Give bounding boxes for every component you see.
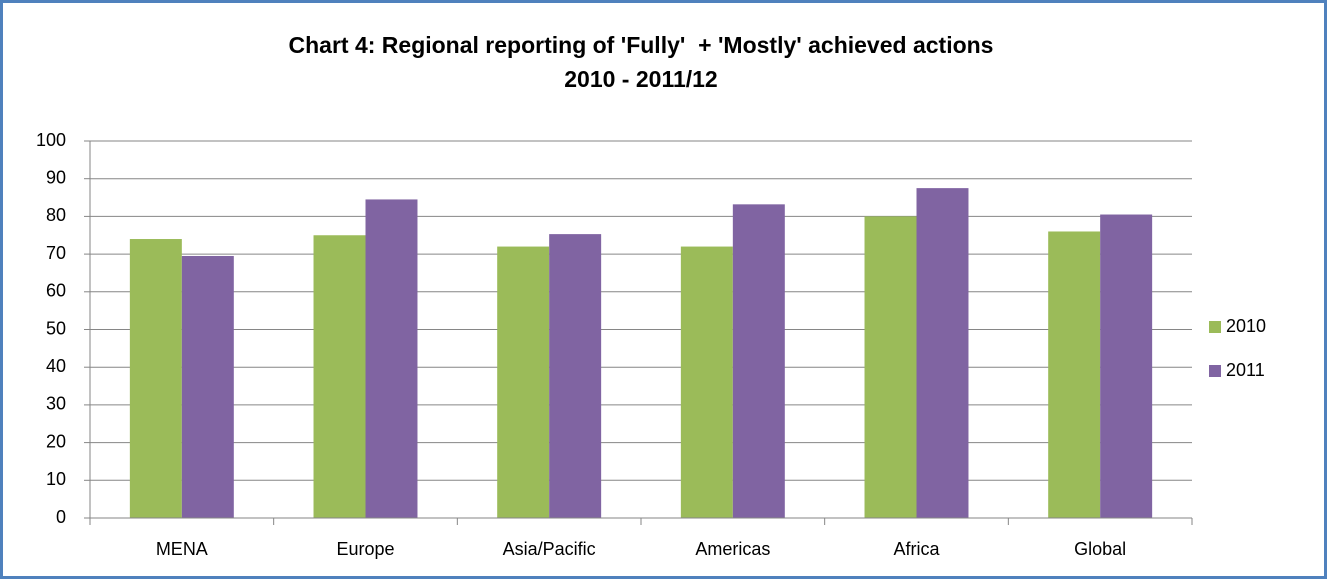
bar — [181, 255, 234, 519]
x-tick-label: Americas — [695, 539, 770, 559]
bar — [313, 235, 366, 518]
x-tick-label: Asia/Pacific — [503, 539, 596, 559]
legend-label: 2010 — [1226, 316, 1266, 336]
y-tick-label: 80 — [46, 205, 66, 225]
legend-swatch — [1209, 321, 1221, 333]
legend-swatch — [1209, 365, 1221, 377]
y-tick-label: 0 — [56, 507, 66, 527]
bar — [916, 188, 969, 518]
x-tick-label: Africa — [893, 539, 940, 559]
x-tick-label: Global — [1074, 539, 1126, 559]
y-tick-label: 50 — [46, 318, 66, 338]
bar — [680, 246, 733, 518]
y-tick-label: 70 — [46, 243, 66, 263]
legend-label: 2011 — [1226, 360, 1265, 380]
bar — [1048, 231, 1101, 519]
bar — [497, 246, 550, 518]
y-tick-label: 60 — [46, 281, 66, 301]
y-tick-label: 100 — [36, 130, 66, 150]
bar — [549, 234, 602, 518]
y-tick-label: 90 — [46, 167, 66, 187]
bar — [129, 239, 182, 518]
bar — [1100, 214, 1153, 518]
chart-title: Chart 4: Regional reporting of 'Fully' +… — [289, 32, 994, 58]
bar — [365, 199, 418, 518]
y-tick-label: 20 — [46, 431, 66, 451]
bar — [732, 204, 785, 518]
y-tick-label: 10 — [46, 469, 66, 489]
x-tick-label: MENA — [156, 539, 208, 559]
bar — [864, 216, 917, 518]
chart-title: 2010 - 2011/12 — [564, 66, 717, 92]
x-tick-label: Europe — [336, 539, 394, 559]
y-tick-label: 30 — [46, 394, 66, 414]
y-tick-label: 40 — [46, 356, 66, 376]
